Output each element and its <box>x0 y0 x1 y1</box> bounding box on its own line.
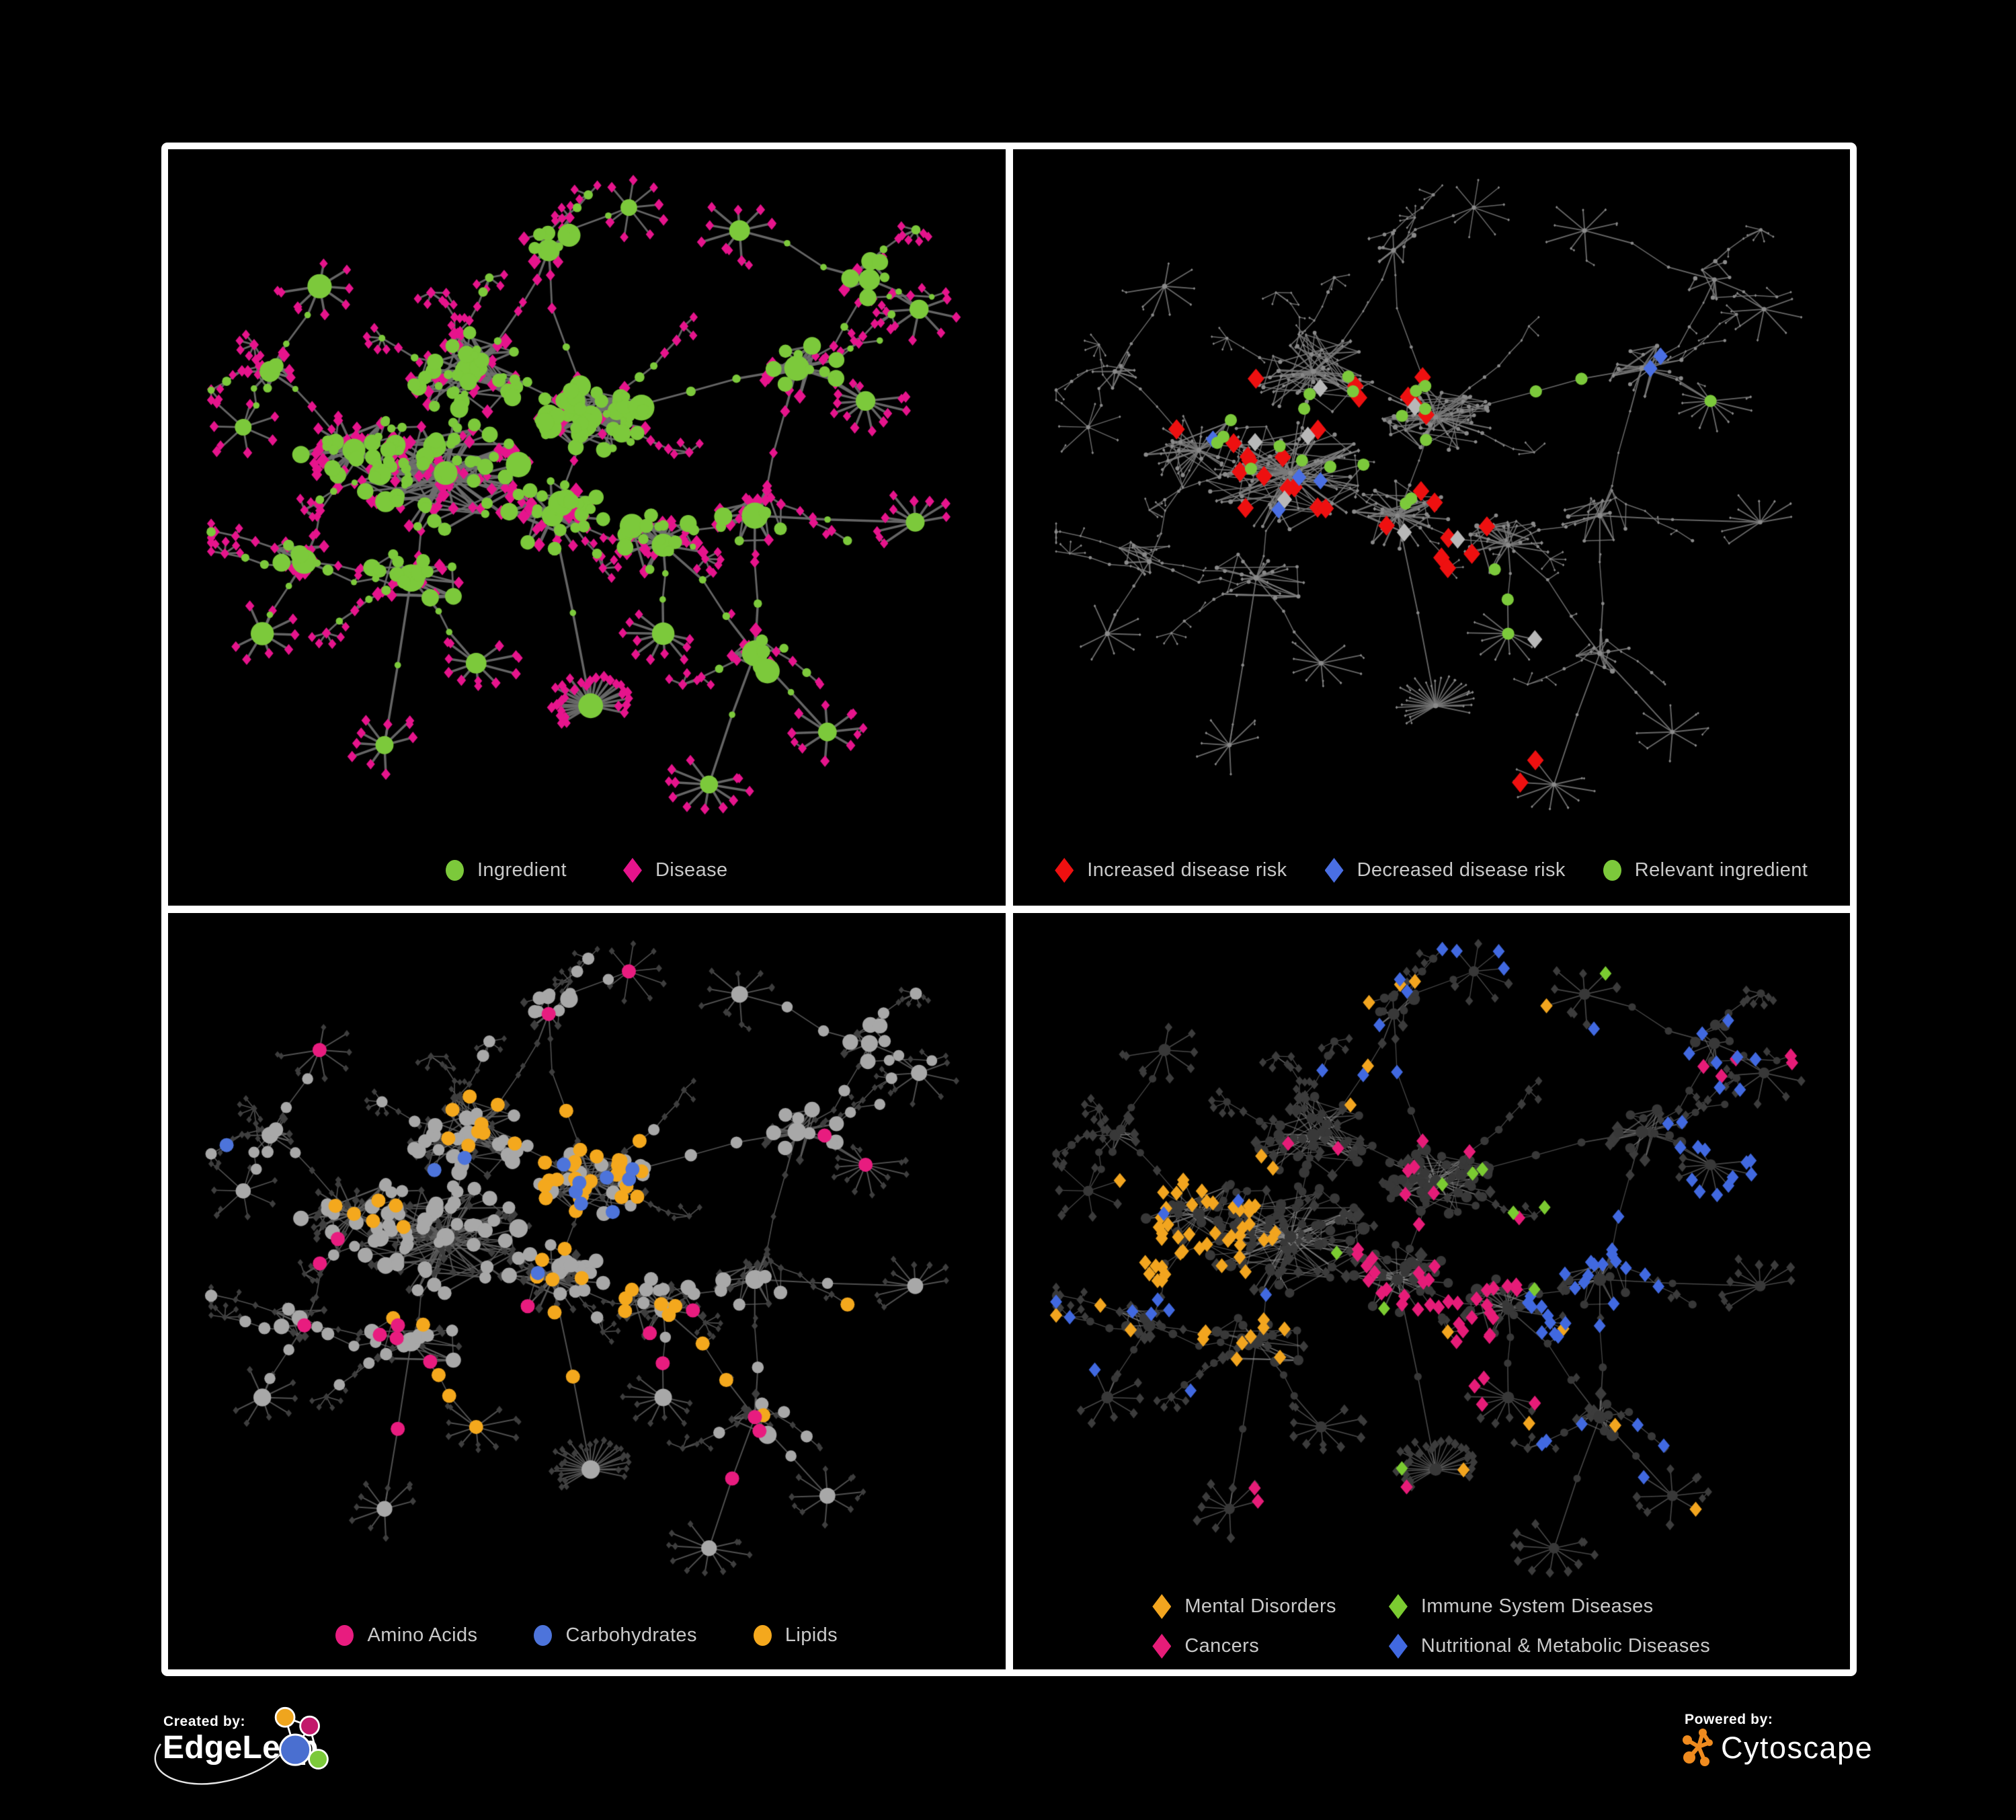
ingredient-disease-network-canvas <box>168 149 1006 906</box>
cytoscape-wordmark: Cytoscape <box>1721 1731 1873 1765</box>
edgeleap-swoosh <box>154 1743 285 1785</box>
legend-label: Amino Acids <box>367 1624 478 1646</box>
disease-risk-legend: Increased disease risk Decreased disease… <box>1013 858 1851 883</box>
created-by-label: Created by: <box>163 1714 246 1729</box>
legend-item-relevant-ingredient: Relevant ingredient <box>1603 859 1808 881</box>
legend-item-increased-risk: Increased disease risk <box>1055 858 1287 883</box>
legend-item-immune-system-diseases: Immune System Diseases <box>1388 1594 1710 1619</box>
cancers-legend-marker-icon <box>1152 1634 1172 1659</box>
immune-system-legend-marker-icon <box>1388 1594 1408 1619</box>
disease-legend-marker-icon <box>622 858 642 883</box>
disease-categories-legend: Mental Disorders Immune System Diseases … <box>1013 1594 1851 1659</box>
mental-disorders-legend-marker-icon <box>1152 1594 1172 1619</box>
legend-label: Increased disease risk <box>1087 859 1287 881</box>
cytoscape-logo <box>1683 1729 1713 1766</box>
panel-disease-categories: Mental Disorders Immune System Diseases … <box>1012 913 1851 1669</box>
legend-item-lipids: Lipids <box>753 1624 838 1647</box>
legend-label: Mental Disorders <box>1184 1595 1336 1617</box>
relevant-ingredient-legend-marker-icon <box>1603 860 1621 881</box>
legend-item-decreased-risk: Decreased disease risk <box>1324 858 1566 883</box>
panel-grid: Ingredient Disease Increased disease ris… <box>161 143 1857 1676</box>
disease-risk-network-canvas <box>1012 149 1850 906</box>
nutritional-metabolic-legend-marker-icon <box>1388 1634 1408 1659</box>
legend-label: Decreased disease risk <box>1357 859 1566 881</box>
nutrient-classes-legend: Amino Acids Carbohydrates Lipids <box>168 1624 1006 1647</box>
panel-disease-risk: Increased disease risk Decreased disease… <box>1012 149 1851 906</box>
ingredient-disease-legend: Ingredient Disease <box>168 858 1006 883</box>
legend-item-mental-disorders: Mental Disorders <box>1152 1594 1336 1619</box>
legend-item-carbohydrates: Carbohydrates <box>534 1624 696 1647</box>
legend-item-ingredient: Ingredient <box>445 859 567 881</box>
legend-label: Carbohydrates <box>565 1624 697 1646</box>
legend-item-amino-acids: Amino Acids <box>335 1624 477 1647</box>
disease-categories-network-canvas <box>1012 913 1850 1669</box>
amino-acids-legend-marker-icon <box>335 1625 354 1646</box>
edgeleap-logo <box>274 1706 329 1770</box>
legend-label: Cancers <box>1184 1635 1260 1657</box>
powered-by-label: Powered by: <box>1685 1712 1773 1727</box>
panel-ingredient-disease: Ingredient Disease <box>168 149 1006 906</box>
legend-item-nutritional-metabolic-diseases: Nutritional & Metabolic Diseases <box>1388 1634 1711 1659</box>
legend-label: Ingredient <box>477 859 567 881</box>
legend-label: Disease <box>655 859 728 881</box>
legend-item-cancers: Cancers <box>1152 1634 1336 1659</box>
increased-risk-legend-marker-icon <box>1055 858 1074 883</box>
legend-item-disease: Disease <box>622 858 728 883</box>
carbohydrates-legend-marker-icon <box>534 1625 553 1646</box>
panel-nutrient-classes: Amino Acids Carbohydrates Lipids <box>168 913 1006 1669</box>
legend-label: Relevant ingredient <box>1634 859 1808 881</box>
lipids-legend-marker-icon <box>753 1625 772 1646</box>
legend-label: Immune System Diseases <box>1420 1595 1654 1617</box>
legend-label: Lipids <box>784 1624 838 1646</box>
nutrient-classes-network-canvas <box>168 913 1006 1669</box>
ingredient-legend-marker-icon <box>445 860 464 881</box>
legend-label: Nutritional & Metabolic Diseases <box>1420 1635 1711 1657</box>
decreased-risk-legend-marker-icon <box>1324 858 1344 883</box>
